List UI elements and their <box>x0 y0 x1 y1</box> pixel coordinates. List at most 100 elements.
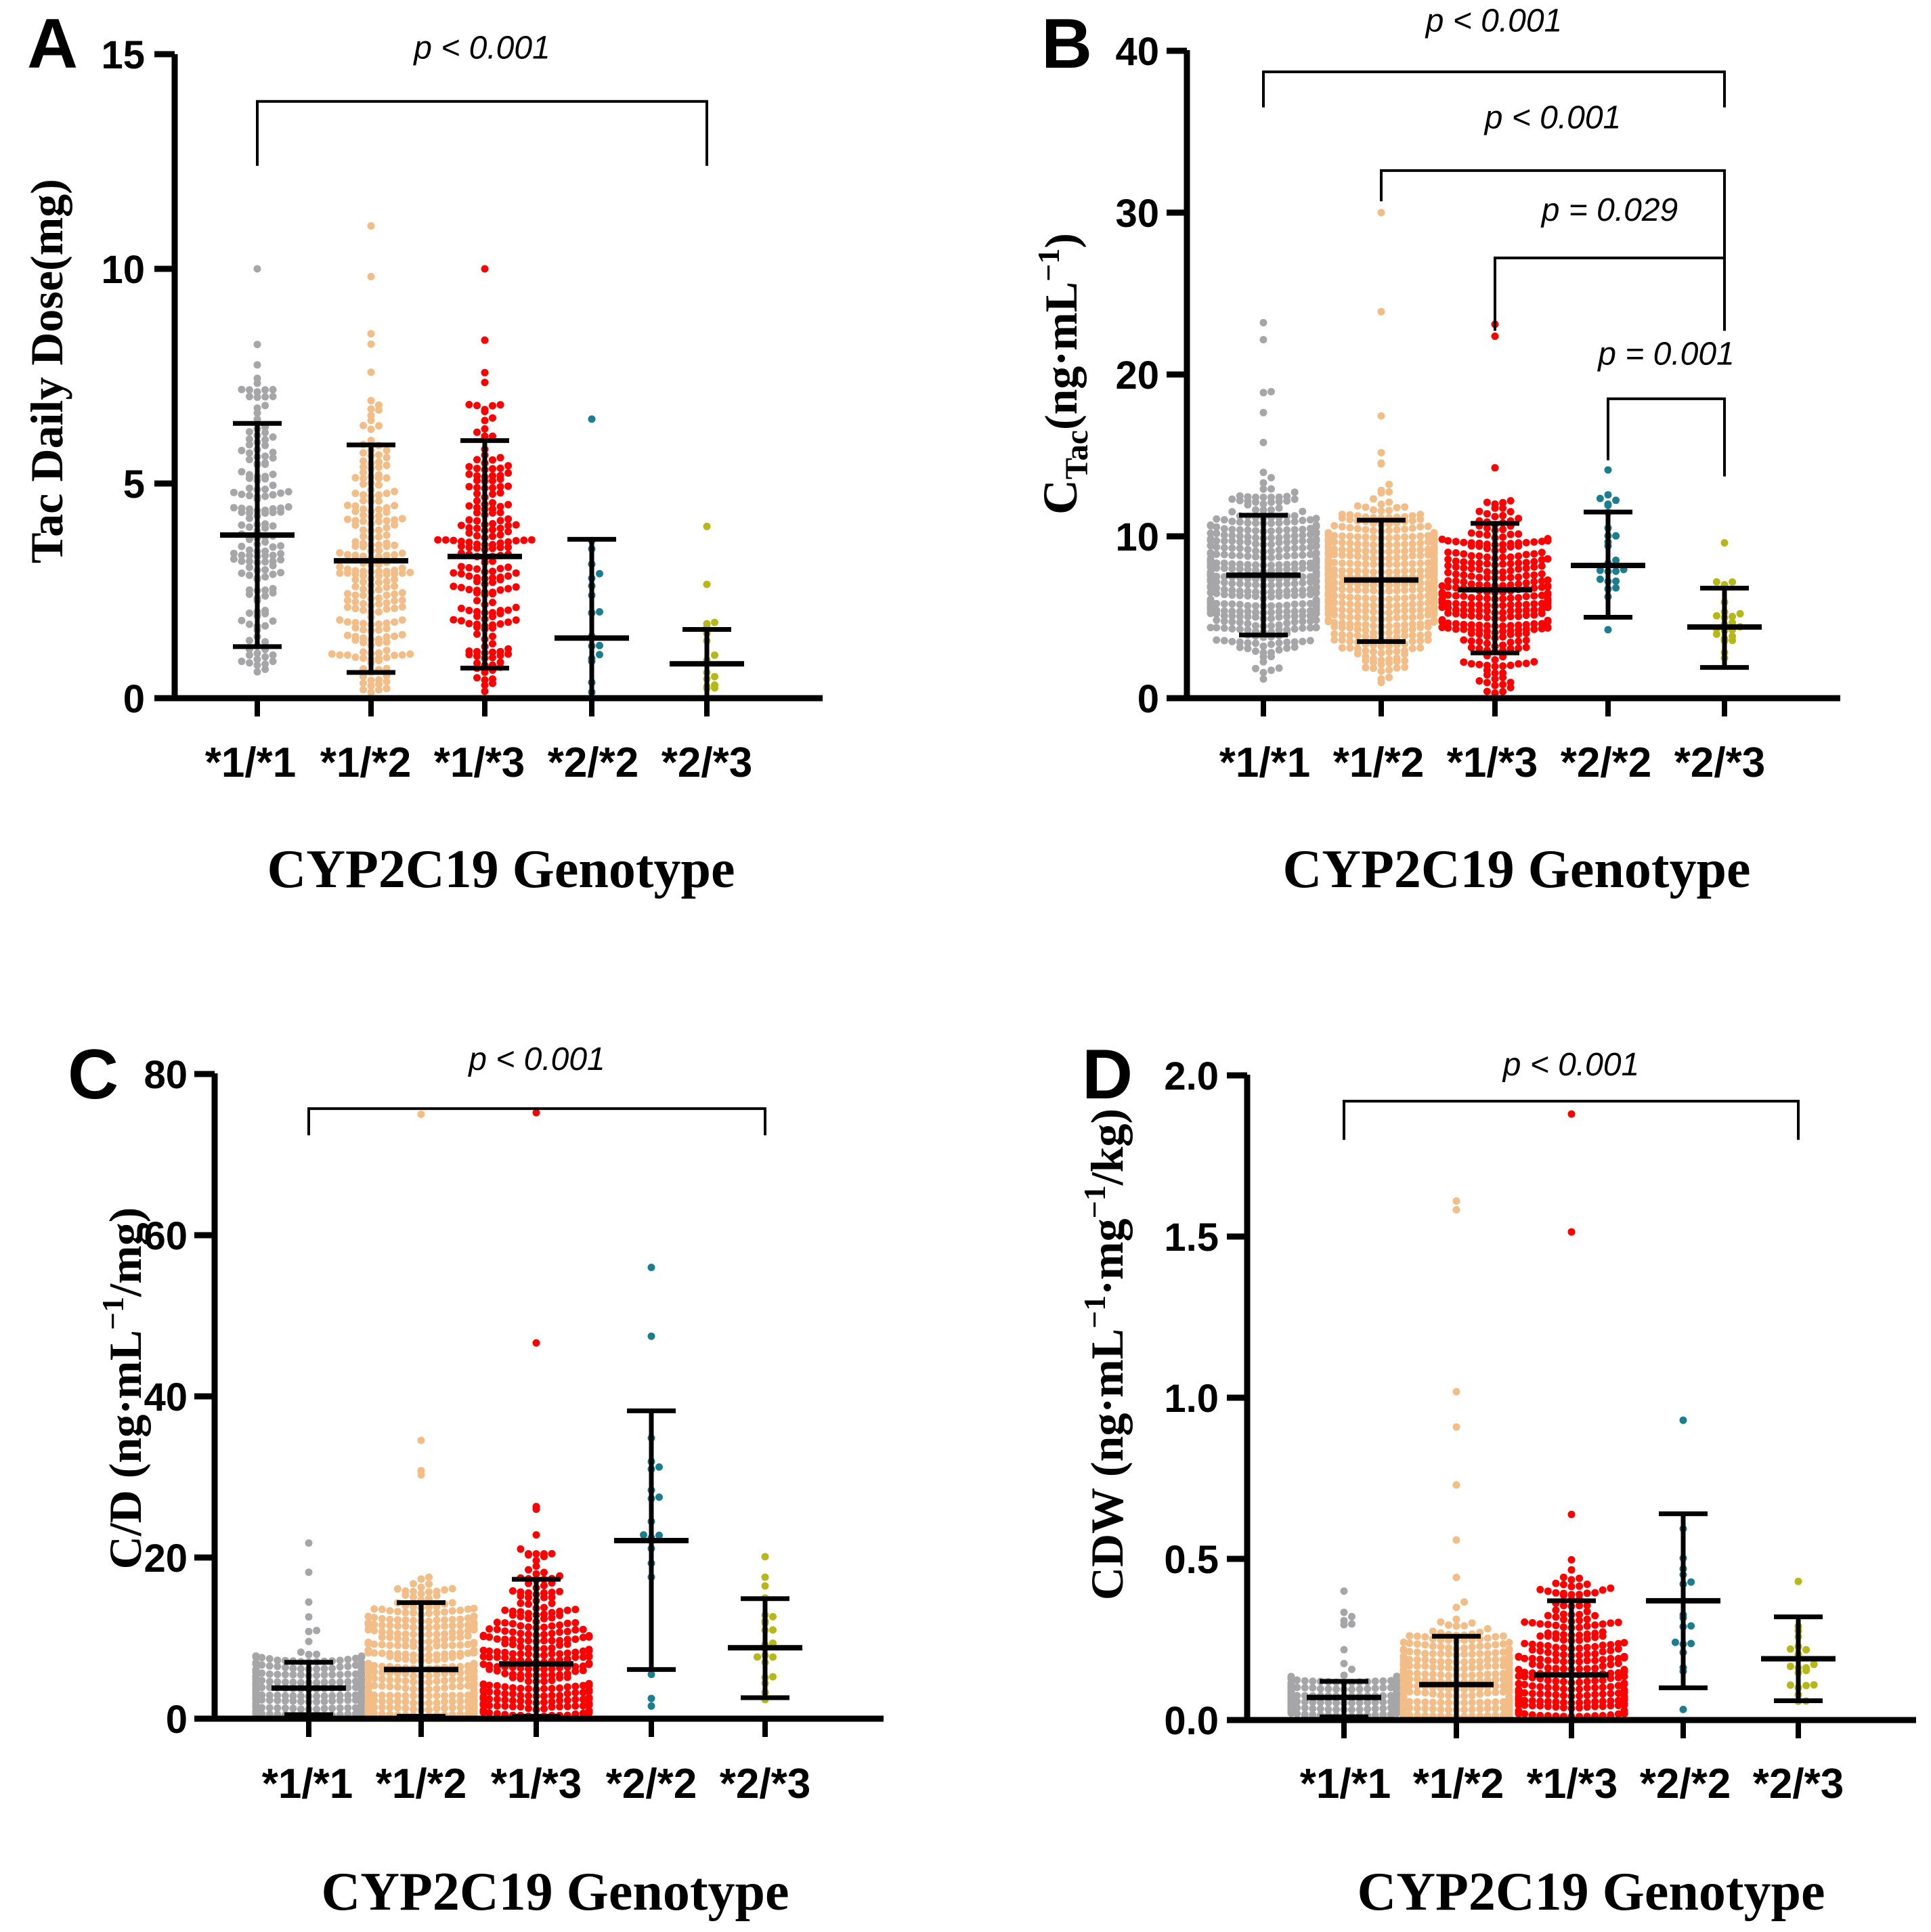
panel-a-point <box>360 539 367 547</box>
panel-d-point <box>1379 1692 1387 1700</box>
panel-b-point <box>1267 519 1275 528</box>
panel-b-point <box>1506 581 1515 589</box>
panel-b-x-categories: *1/*1 *1/*2 *1/*3 *2/*2 *2/*3 <box>1219 698 1765 786</box>
panel-c-point <box>378 1621 386 1629</box>
panel-b-point <box>1506 626 1515 635</box>
panel-b-point <box>1213 584 1221 592</box>
panel-a-point <box>238 557 246 565</box>
panel-d-point <box>1583 1692 1591 1699</box>
panel-a-point <box>351 490 360 497</box>
panel-b-point <box>1393 554 1401 562</box>
panel-b-point <box>1522 601 1530 609</box>
panel-b-point <box>1460 600 1468 608</box>
panel-b-point <box>1522 551 1530 559</box>
panel-b-point <box>1244 538 1252 546</box>
panel-b-point <box>1362 601 1370 609</box>
panel-b-point <box>1370 534 1377 542</box>
panel-d-point <box>1521 1639 1529 1648</box>
panel-b-point <box>1515 580 1523 588</box>
panel-a-point <box>277 569 285 577</box>
panel-b-point <box>1267 608 1275 616</box>
panel-d-point <box>1499 1698 1507 1706</box>
panel-b-point <box>1416 631 1425 639</box>
panel-b-point <box>1299 637 1307 645</box>
panel-a-point <box>504 515 513 523</box>
panel-d-point <box>1521 1689 1529 1697</box>
panel-c-point <box>647 1264 655 1272</box>
panel-b-point <box>1346 607 1354 614</box>
panel-b-point <box>1290 643 1299 651</box>
panel-d-point <box>1536 1641 1544 1649</box>
panel-d-point <box>1544 1620 1552 1629</box>
panel-d-point <box>1492 1662 1500 1670</box>
panel-d-point <box>1460 1692 1469 1700</box>
panel-d-ylabel-mid: ·mg <box>1081 1218 1133 1295</box>
panel-c-point <box>393 1585 402 1593</box>
panel-c-point <box>258 1683 266 1692</box>
panel-c-point <box>357 1652 366 1660</box>
panel-a-point <box>375 594 383 602</box>
panel-d-point <box>1468 1658 1476 1666</box>
panel-a-point <box>245 557 253 565</box>
panel-c-point <box>456 1704 464 1711</box>
panel-b-point <box>1290 544 1299 552</box>
panel-a-point <box>360 585 367 593</box>
panel-b: B 0 10 20 30 40 *1/*1 *1/*2 *1/*3 *2/*2 <box>1031 3 1840 899</box>
panel-a-point <box>375 491 383 499</box>
panel-c-point <box>579 1633 587 1641</box>
panel-c-point <box>548 1650 556 1658</box>
panel-d-point <box>1552 1644 1560 1652</box>
panel-b-ylabel-sup: −1 <box>1031 249 1066 282</box>
panel-d-point <box>1301 1704 1309 1712</box>
panel-b-point <box>1483 595 1491 603</box>
panel-b-point <box>1290 586 1299 595</box>
panel-b-point <box>1377 675 1385 683</box>
panel-b-point <box>1483 614 1491 622</box>
panel-c-point <box>433 1623 441 1631</box>
panel-a-point <box>375 546 383 555</box>
panel-b-point <box>1370 586 1377 595</box>
panel-b-point <box>1499 511 1507 519</box>
panel-d-point <box>1591 1612 1599 1620</box>
panel-b-point <box>1444 583 1452 591</box>
panel-a-point <box>245 428 253 436</box>
panel-b-point <box>1499 595 1507 603</box>
panel-c-point <box>517 1629 525 1637</box>
panel-d-point <box>1552 1656 1560 1665</box>
panel-d-point <box>1552 1691 1560 1699</box>
panel-b-point <box>1228 637 1236 645</box>
panel-b-point <box>1290 488 1299 496</box>
panel-b-point <box>1385 609 1393 617</box>
panel-a-point <box>596 570 603 578</box>
panel-b-point <box>1416 606 1425 614</box>
panel-a-point <box>269 543 277 551</box>
panel-b-point <box>1538 556 1546 564</box>
panel-c-point <box>393 1641 402 1650</box>
panel-b-point <box>1346 620 1354 628</box>
panel-b-point <box>1306 551 1314 559</box>
panel-c-point <box>579 1625 587 1633</box>
panel-c-point <box>556 1608 564 1615</box>
panel-b-point <box>1401 547 1409 555</box>
panel-b-point <box>1330 521 1339 530</box>
panel-d-point <box>1421 1670 1429 1678</box>
panel-a-comparisons: p < 0.001 <box>256 30 708 166</box>
panel-b-point <box>1236 518 1244 526</box>
panel-b-point <box>1267 561 1275 570</box>
panel-c-point <box>540 1651 548 1659</box>
panel-b-point <box>1416 579 1425 587</box>
panel-c-point <box>493 1702 501 1710</box>
panel-a-point <box>253 404 261 412</box>
panel-c-point <box>508 1607 517 1615</box>
panel-a-point <box>588 415 596 423</box>
panel-a-point <box>245 386 253 394</box>
panel-b-point <box>1424 599 1432 607</box>
panel-a-point <box>261 538 269 546</box>
panel-b-point <box>1499 546 1507 554</box>
panel-b-point <box>1522 621 1530 628</box>
panel-c-point <box>571 1606 580 1614</box>
panel-d-point <box>1301 1683 1309 1692</box>
panel-d-point <box>1340 1608 1348 1616</box>
panel-c-point <box>364 1679 372 1688</box>
panel-b-point <box>1467 529 1475 537</box>
